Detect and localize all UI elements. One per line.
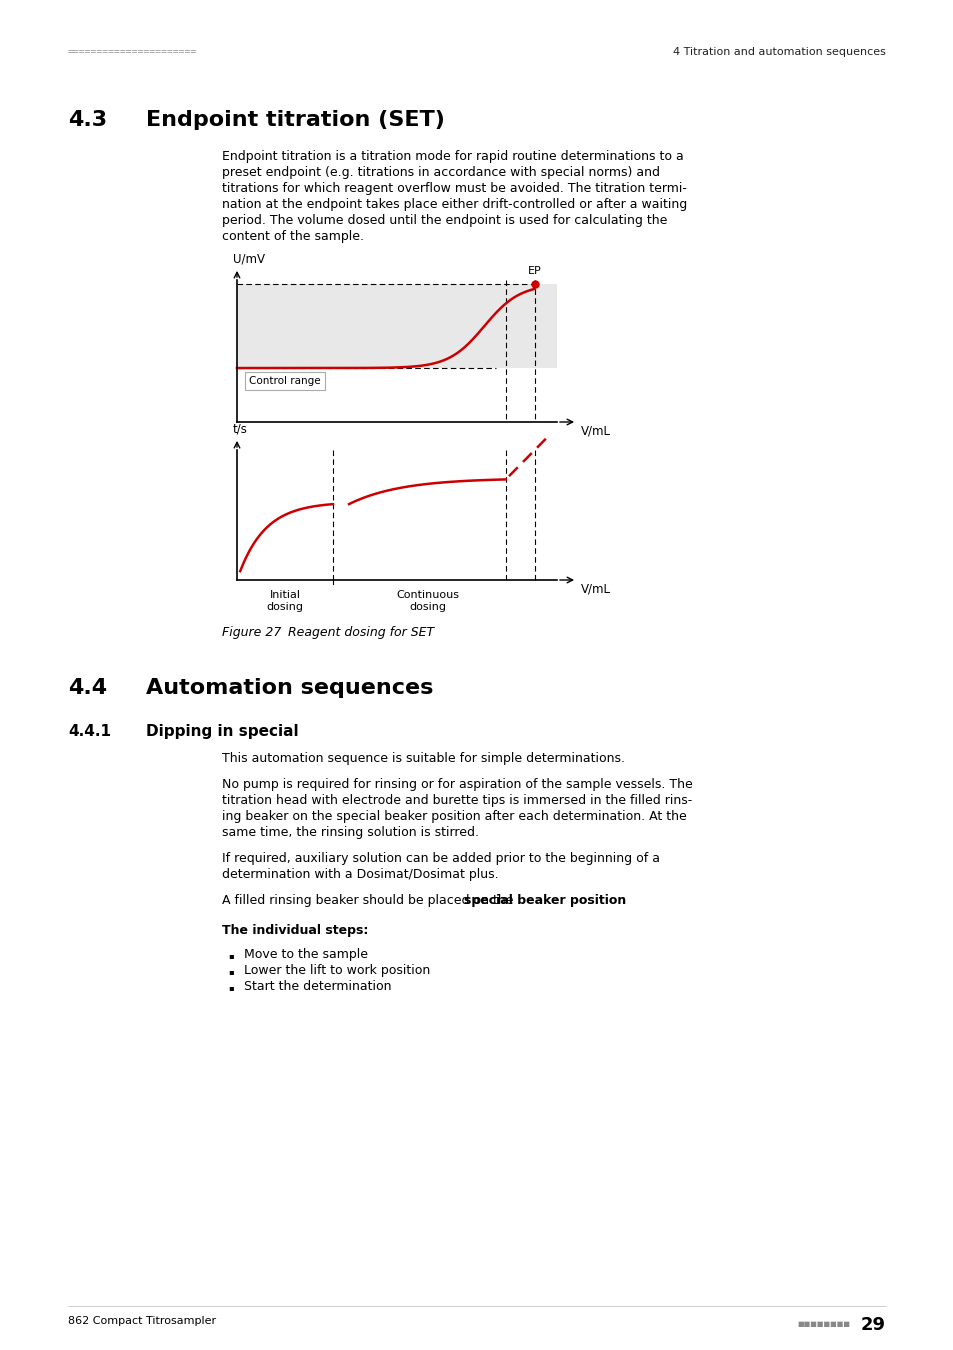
Text: titration head with electrode and burette tips is immersed in the filled rins-: titration head with electrode and burett… — [222, 794, 692, 807]
Text: Dipping in special: Dipping in special — [146, 724, 298, 738]
Text: U/mV: U/mV — [233, 252, 265, 266]
Text: content of the sample.: content of the sample. — [222, 230, 364, 243]
Text: determination with a Dosimat/Dosimat plus.: determination with a Dosimat/Dosimat plu… — [222, 868, 498, 882]
Text: ▪: ▪ — [228, 952, 233, 960]
Text: special beaker position: special beaker position — [464, 894, 626, 907]
Text: t/s: t/s — [233, 423, 248, 436]
Text: 4 Titration and automation sequences: 4 Titration and automation sequences — [673, 47, 885, 57]
Text: 29: 29 — [861, 1316, 885, 1334]
Text: 862 Compact Titrosampler: 862 Compact Titrosampler — [68, 1316, 216, 1326]
Text: Automation sequences: Automation sequences — [146, 678, 433, 698]
Text: Reagent dosing for SET: Reagent dosing for SET — [288, 626, 434, 639]
Text: V/mL: V/mL — [580, 582, 610, 595]
Text: 4.3: 4.3 — [68, 109, 107, 130]
Bar — [236, 285, 557, 369]
Text: No pump is required for rinsing or for aspiration of the sample vessels. The: No pump is required for rinsing or for a… — [222, 778, 692, 791]
Text: Lower the lift to work position: Lower the lift to work position — [244, 964, 430, 977]
Text: 4.4.1: 4.4.1 — [68, 724, 111, 738]
Text: Figure 27: Figure 27 — [222, 626, 281, 639]
Text: Continuous
dosing: Continuous dosing — [395, 590, 458, 612]
Text: Initial
dosing: Initial dosing — [266, 590, 303, 612]
Text: ing beaker on the special beaker position after each determination. At the: ing beaker on the special beaker positio… — [222, 810, 686, 824]
Text: EP: EP — [527, 266, 541, 275]
Text: Control range: Control range — [249, 377, 320, 386]
Text: ======================: ====================== — [68, 47, 197, 57]
Text: This automation sequence is suitable for simple determinations.: This automation sequence is suitable for… — [222, 752, 624, 765]
Text: V/mL: V/mL — [580, 424, 610, 437]
Text: titrations for which reagent overflow must be avoided. The titration termi-: titrations for which reagent overflow mu… — [222, 182, 686, 194]
Text: .: . — [586, 894, 590, 907]
Text: A filled rinsing beaker should be placed on the: A filled rinsing beaker should be placed… — [222, 894, 517, 907]
Text: The individual steps:: The individual steps: — [222, 923, 368, 937]
Text: same time, the rinsing solution is stirred.: same time, the rinsing solution is stirr… — [222, 826, 478, 838]
Text: Endpoint titration (SET): Endpoint titration (SET) — [146, 109, 444, 130]
Text: Move to the sample: Move to the sample — [244, 948, 368, 961]
Text: ■■■■■■■■: ■■■■■■■■ — [796, 1322, 849, 1327]
Text: ▪: ▪ — [228, 984, 233, 992]
Text: 4.4: 4.4 — [68, 678, 107, 698]
Text: Start the determination: Start the determination — [244, 980, 391, 994]
Text: period. The volume dosed until the endpoint is used for calculating the: period. The volume dosed until the endpo… — [222, 215, 667, 227]
Text: Endpoint titration is a titration mode for rapid routine determinations to a: Endpoint titration is a titration mode f… — [222, 150, 683, 163]
Text: nation at the endpoint takes place either drift-controlled or after a waiting: nation at the endpoint takes place eithe… — [222, 198, 686, 211]
Text: If required, auxiliary solution can be added prior to the beginning of a: If required, auxiliary solution can be a… — [222, 852, 659, 865]
Text: preset endpoint (e.g. titrations in accordance with special norms) and: preset endpoint (e.g. titrations in acco… — [222, 166, 659, 180]
Text: ▪: ▪ — [228, 968, 233, 976]
